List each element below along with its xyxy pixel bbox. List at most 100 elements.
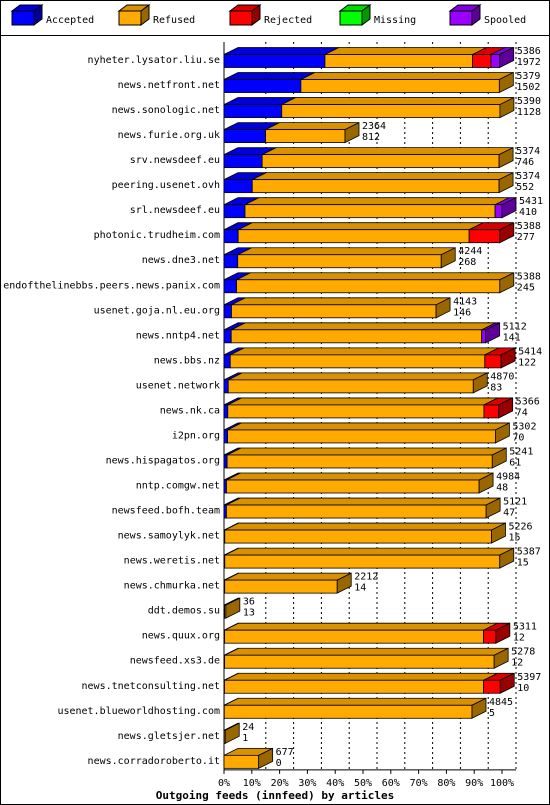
bar-top [324, 47, 487, 55]
legend-label: Spooled [484, 15, 526, 26]
accepted-label: 141 [503, 332, 521, 343]
x-tick-label: 0% [218, 778, 230, 789]
accepted-label: 1 [242, 733, 248, 744]
legend-label: Missing [374, 15, 416, 26]
bar-top [227, 397, 499, 406]
bar-front [224, 654, 495, 669]
bar-front [251, 179, 500, 194]
bar-top [224, 672, 498, 681]
total-label: 5241 [509, 446, 533, 457]
category-label: photonic.trudheim.com [94, 230, 220, 241]
bar-segment-refused [224, 522, 506, 544]
bar-side [499, 46, 515, 69]
bar-side [493, 647, 509, 669]
bar-segment-refused [226, 447, 507, 469]
x-tick-label: 80% [437, 778, 455, 789]
bar-side [224, 722, 240, 744]
total-label: 5379 [516, 71, 540, 82]
accepted-label: 277 [517, 232, 535, 243]
bar-front [223, 329, 232, 344]
bar-side [472, 372, 488, 394]
x-tick-label: 70% [410, 778, 428, 789]
bar-segment-accepted [223, 147, 277, 169]
bar-segment-refused [229, 347, 499, 369]
bar-segment-refused [231, 297, 451, 319]
total-label: 4845 [489, 697, 513, 708]
bar-segment-refused [224, 647, 509, 669]
bar-front [223, 204, 246, 219]
total-label: 4870 [490, 371, 514, 382]
category-label: news.sonologic.net [112, 105, 220, 116]
bar-front [223, 754, 260, 769]
bar-top [300, 72, 514, 80]
bar-front [226, 504, 487, 519]
bar-side [336, 572, 352, 594]
bar-front [223, 454, 228, 469]
bar-top [224, 622, 498, 631]
legend-label: Refused [153, 15, 195, 26]
accepted-label: 10 [517, 683, 529, 694]
bar-front [227, 404, 485, 419]
category-label: news.samoylyk.net [118, 531, 220, 542]
category-label: endofthelinebbs.peers.news.panix.com [3, 280, 220, 291]
bar-top [224, 647, 509, 656]
legend-swatch [11, 10, 35, 26]
bar-front [223, 129, 266, 143]
bar-side [485, 497, 501, 519]
category-label: srl.newsdeef.eu [130, 205, 220, 216]
bar-front [223, 229, 239, 244]
bar-side [478, 472, 494, 494]
bar-segment-refused [237, 222, 484, 244]
accepted-label: 15 [509, 533, 521, 544]
bar-front [324, 54, 473, 68]
category-label: ddt.demos.su [148, 606, 220, 617]
bar-top [236, 272, 514, 281]
category-label: news.chmurka.net [124, 581, 220, 592]
bar-segment-refused [261, 146, 514, 169]
bar-top [226, 447, 507, 456]
bar-segment-refused [226, 472, 494, 494]
total-label: 4984 [496, 472, 520, 483]
legend-item: Refused [117, 4, 195, 26]
accepted-label: 146 [453, 307, 471, 318]
bar-side [498, 172, 514, 194]
accepted-label: 12 [513, 633, 525, 644]
bar-side [494, 422, 510, 444]
category-label: peering.usenet.ovh [112, 180, 220, 191]
accepted-label: 74 [516, 407, 528, 418]
category-label: news.furie.org.uk [118, 130, 220, 141]
bar-segment-refused [236, 272, 515, 294]
bar-top [265, 122, 360, 130]
accepted-label: 48 [496, 483, 508, 494]
bar-front [483, 404, 500, 419]
category-label: news.nk.ca [160, 405, 220, 416]
legend-swatch [339, 10, 363, 26]
bar-top [224, 697, 487, 706]
accepted-label: 47 [503, 508, 515, 519]
bar-segment-refused [224, 547, 515, 569]
accepted-label: 14 [354, 583, 366, 594]
bar-side [485, 322, 501, 344]
bar-front [223, 429, 228, 444]
category-label: news.gletsjer.net [118, 731, 220, 742]
bar-front [223, 354, 231, 369]
bar-front [281, 104, 501, 118]
bar-top [238, 222, 484, 231]
bar-front [224, 529, 492, 544]
accepted-label: 13 [243, 608, 255, 619]
bar-front [261, 154, 500, 169]
total-label: 2364 [362, 121, 386, 132]
bar-side [491, 522, 506, 544]
total-label: 5431 [519, 196, 543, 207]
bar-front [483, 679, 501, 694]
bar-segment-rejected [468, 222, 515, 244]
total-label: 5388 [517, 221, 541, 232]
bar-segment-accepted [223, 122, 280, 143]
legend-item: Accepted [10, 4, 94, 26]
bar-front [265, 129, 346, 143]
bar-front [483, 629, 497, 644]
bar-segment-refused [244, 197, 510, 219]
bar-segment-refused [300, 71, 514, 94]
total-label: 5414 [518, 346, 542, 357]
bar-top [231, 322, 496, 331]
